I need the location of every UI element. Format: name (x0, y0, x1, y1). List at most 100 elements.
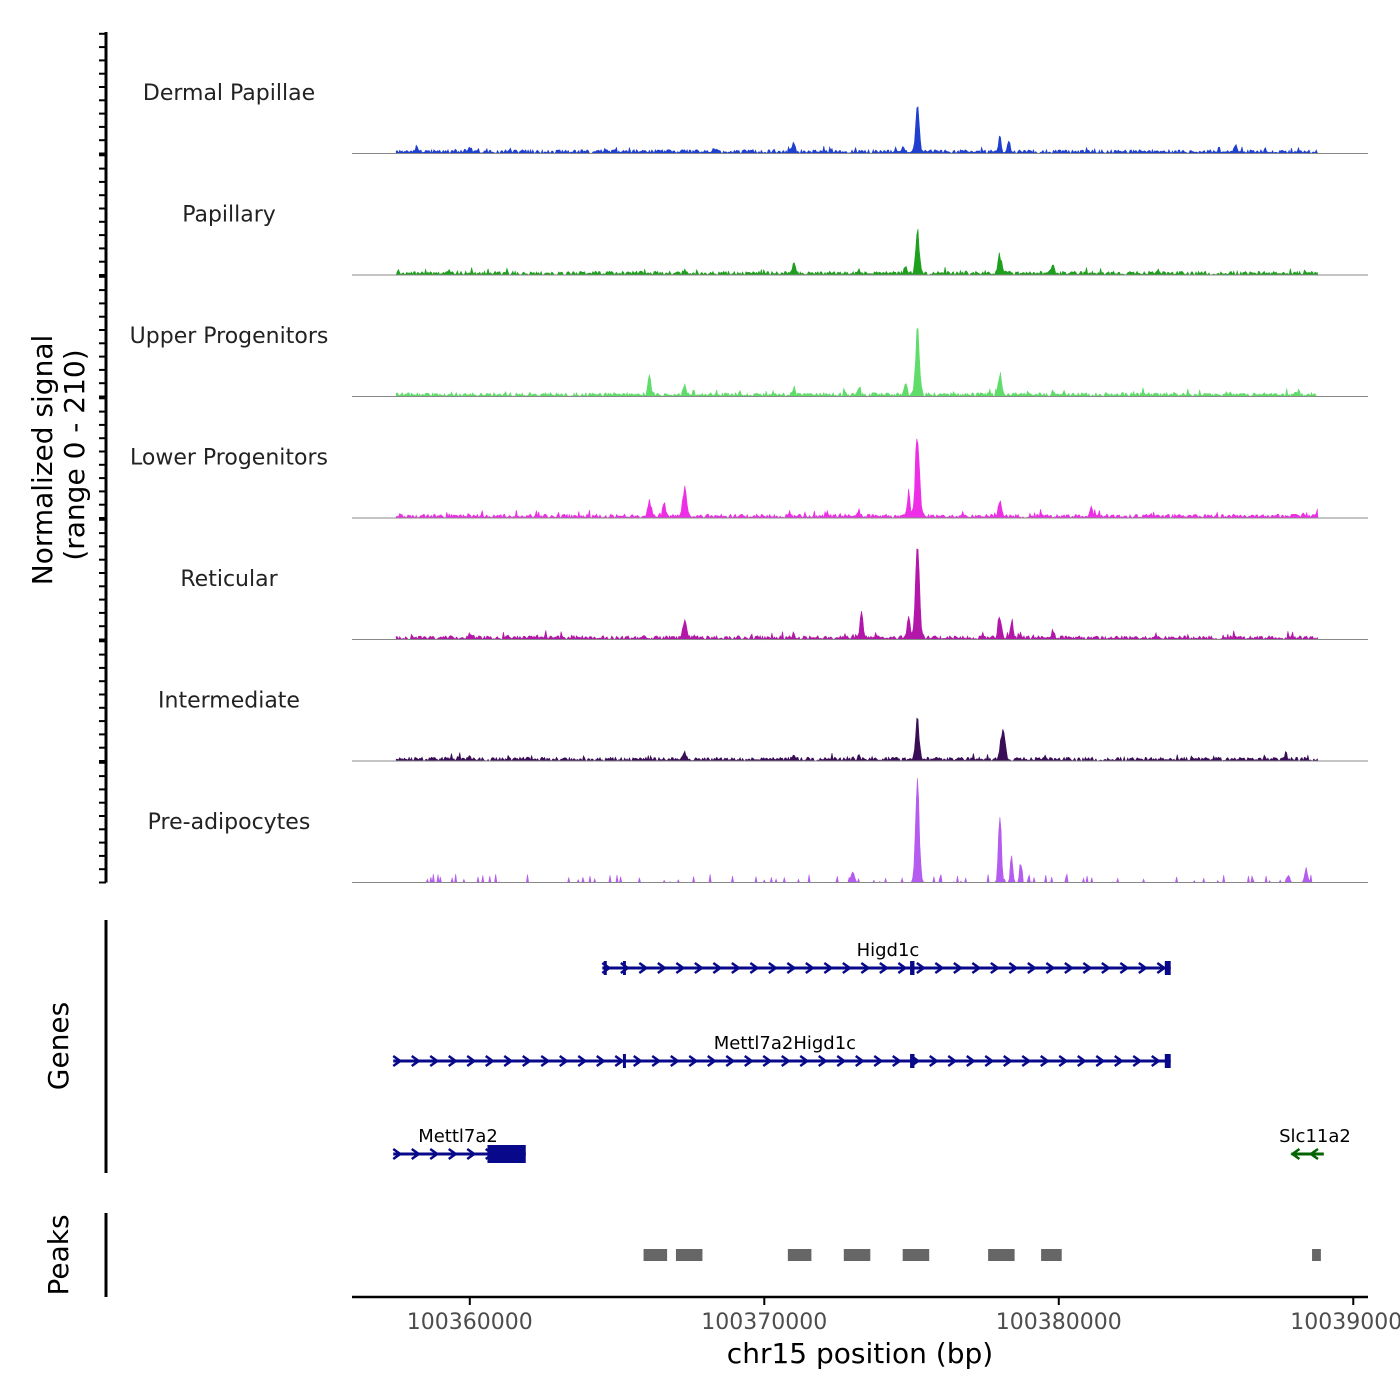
strand-arrow (559, 1054, 569, 1068)
coverage-track: Lower Progenitors (130, 438, 1368, 519)
peak-region (643, 1249, 668, 1261)
strand-arrow (966, 1054, 976, 1068)
strand-arrow (934, 961, 945, 975)
gene-label: Slc11a2 (1279, 1126, 1351, 1147)
strand-arrow (657, 961, 667, 975)
strand-arrow (1045, 961, 1056, 975)
strand-arrow (1290, 1147, 1301, 1161)
strand-arrow (879, 961, 889, 975)
strand-arrow (799, 1054, 810, 1068)
track-label: Lower Progenitors (130, 446, 328, 471)
strand-arrow (675, 961, 686, 975)
strand-arrow (768, 961, 778, 975)
strand-arrow (1095, 1054, 1106, 1068)
genes-track-label: Genes (42, 1002, 75, 1090)
strand-arrow (731, 961, 741, 975)
strand-arrow (1119, 961, 1130, 975)
strand-arrow (392, 1147, 403, 1161)
strand-arrow (916, 961, 926, 975)
strand-arrow (392, 1054, 403, 1068)
strand-arrow (1138, 961, 1148, 975)
peak-region (902, 1249, 930, 1261)
gene-label: Higd1c (857, 940, 920, 961)
strand-arrow (577, 1054, 588, 1068)
track-label: Reticular (180, 567, 278, 592)
peak-region (1041, 1249, 1062, 1261)
strand-arrow (614, 1054, 625, 1068)
y-axis-title-line2: (range 0 - 210) (58, 349, 91, 560)
strand-arrow (429, 1054, 440, 1068)
strand-arrow (429, 1147, 440, 1161)
coverage-track: Intermediate (158, 689, 1368, 762)
strand-arrow (1077, 1054, 1087, 1068)
strand-arrow (485, 1054, 495, 1068)
coverage-signal (395, 717, 1319, 762)
strand-arrow (1101, 961, 1111, 975)
gene-track: Higd1c Mettl7a2Higd1c Mettl7a2 Slc11a2 (104, 920, 1351, 1173)
strand-arrow (1308, 1147, 1319, 1161)
gene-model: Mettl7a2Higd1c (392, 1033, 1171, 1068)
strand-arrow (781, 1054, 791, 1068)
strand-arrow (411, 1054, 421, 1068)
coverage-signal (395, 438, 1319, 519)
strand-arrow (892, 1054, 902, 1068)
strand-arrow (744, 1054, 754, 1068)
coverage-signal (395, 228, 1319, 276)
strand-arrow (836, 1054, 847, 1068)
strand-arrow (448, 1147, 458, 1161)
gene-model: Higd1c (601, 940, 1171, 975)
peaks-track-label: Peaks (42, 1214, 75, 1295)
x-axis: 100360000 100370000 100380000 100390000 (352, 1295, 1400, 1335)
track-label: Upper Progenitors (130, 324, 329, 349)
strand-arrow (1008, 961, 1019, 975)
track-label: Papillary (182, 203, 276, 228)
gene-label: Mettl7a2 (418, 1126, 498, 1147)
strand-arrow (990, 961, 1000, 975)
strand-arrow (1151, 1054, 1161, 1068)
gene-model: Slc11a2 (1279, 1126, 1351, 1161)
strand-arrow (873, 1054, 884, 1068)
strand-arrow (762, 1054, 773, 1068)
strand-arrow (1003, 1054, 1013, 1068)
strand-arrow (749, 961, 760, 975)
strand-arrow (448, 1054, 458, 1068)
strand-arrow (633, 1054, 643, 1068)
coverage-track: Papillary (182, 203, 1368, 276)
x-tick-label: 100390000 (1290, 1310, 1400, 1335)
strand-arrow (596, 1054, 606, 1068)
peak-region (675, 1249, 703, 1261)
strand-arrow (860, 961, 871, 975)
strand-arrow (707, 1054, 717, 1068)
strand-arrow (929, 1054, 939, 1068)
strand-arrow (540, 1054, 551, 1068)
x-tick-label: 100370000 (701, 1310, 827, 1335)
strand-arrow (725, 1054, 736, 1068)
track-label: Intermediate (158, 689, 300, 714)
strand-arrow (694, 961, 704, 975)
gene-exon (603, 961, 607, 975)
strand-arrow (1027, 961, 1037, 975)
gene-exon (1164, 1054, 1171, 1068)
strand-arrow (855, 1054, 865, 1068)
coverage-tracks: Dermal Papillae Papillary Upper Progenitor… (99, 32, 1368, 884)
gene-label: Mettl7a2Higd1c (714, 1033, 856, 1054)
strand-arrow (522, 1054, 532, 1068)
gene-exon (487, 1145, 526, 1163)
strand-arrow (1114, 1054, 1124, 1068)
strand-arrow (1040, 1054, 1050, 1068)
gene-exon (910, 1054, 915, 1068)
strand-arrow (1132, 1054, 1143, 1068)
strand-arrow (786, 961, 797, 975)
strand-arrow (466, 1054, 477, 1068)
peak-region (1312, 1249, 1321, 1261)
strand-arrow (688, 1054, 699, 1068)
axis-labels: Normalized signal (range 0 - 210) Genes … (26, 335, 993, 1370)
strand-arrow (1064, 961, 1074, 975)
x-tick-label: 100360000 (407, 1310, 533, 1335)
strand-arrow (1156, 961, 1167, 975)
gene-exon (910, 961, 915, 975)
gene-exon (1164, 961, 1171, 975)
coverage-signal (395, 106, 1319, 155)
strand-arrow (842, 961, 852, 975)
